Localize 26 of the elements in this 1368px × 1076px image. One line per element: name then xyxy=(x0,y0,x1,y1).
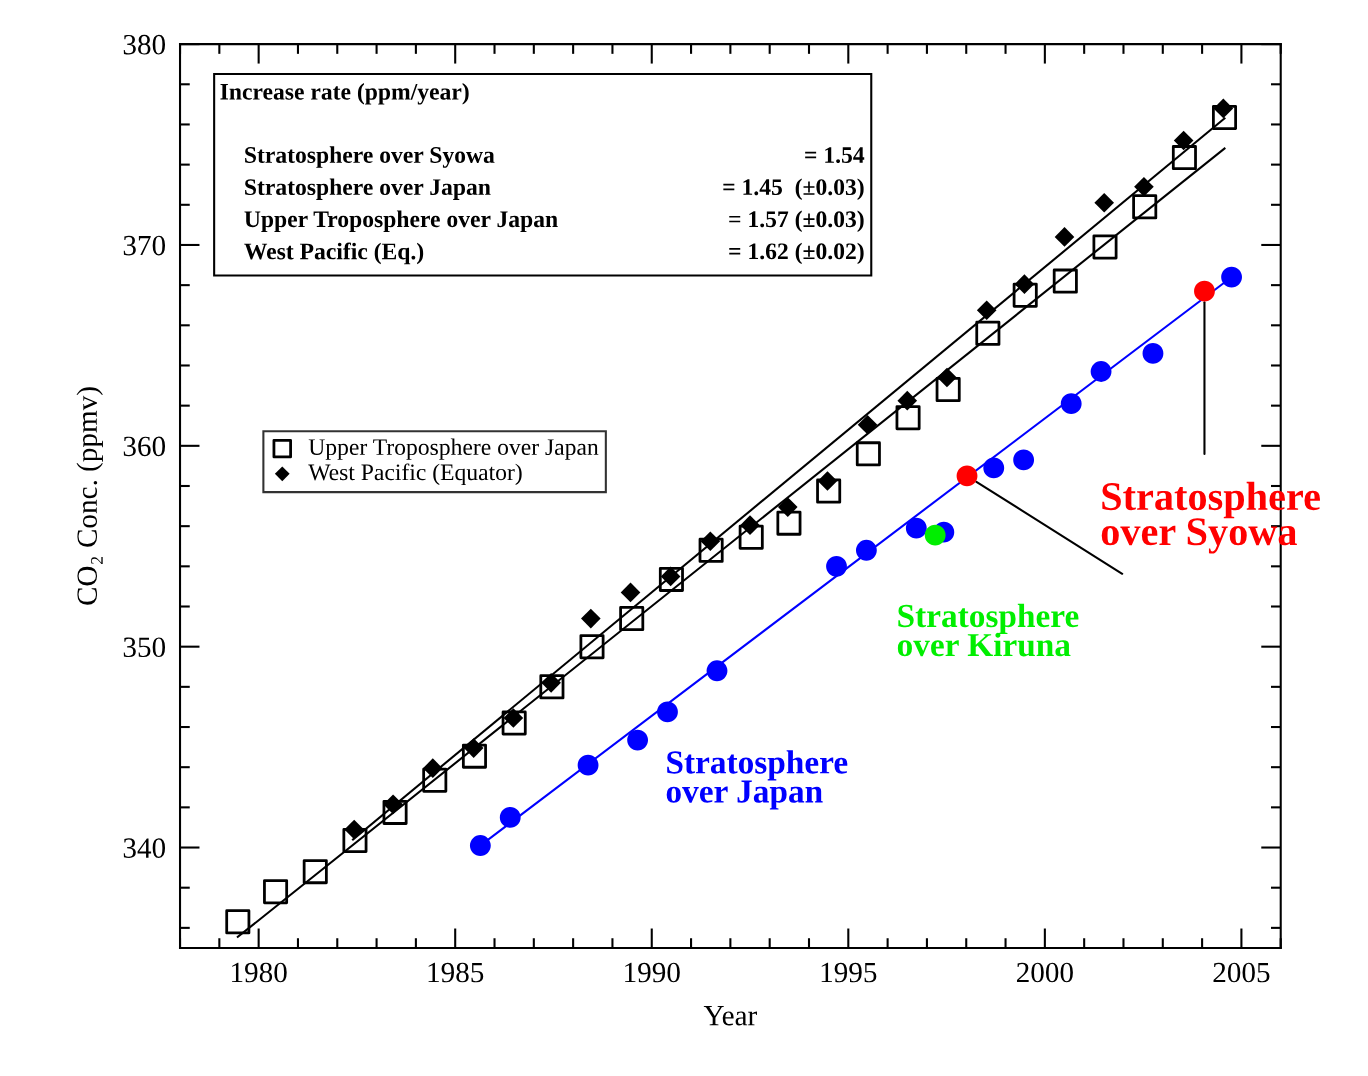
annotation: = 1.45 (±0.03) xyxy=(723,178,864,200)
annotation: = 1.62 (±0.02) xyxy=(729,242,864,265)
x-tick-label: 1980 xyxy=(232,962,287,983)
annotation: = 1.54 xyxy=(805,147,865,164)
y-tick-label: 360 xyxy=(123,436,166,457)
x-tick-label: 2005 xyxy=(1213,962,1270,983)
annotation: = 1.57 (±0.03) xyxy=(729,210,864,232)
x-tick-label: 2000 xyxy=(1016,962,1073,983)
series-label: Stratosphere over Japan xyxy=(666,750,848,810)
legend-label: West Pacific (Equator) xyxy=(308,463,522,486)
x-axis-title: Year xyxy=(703,1006,757,1026)
annotation: Upper Troposphere over Japan xyxy=(244,210,558,232)
annotation: Stratosphere over Japan xyxy=(245,178,491,200)
annotation: West Pacific (Eq.) xyxy=(244,242,424,265)
x-tick-label: 1985 xyxy=(428,962,484,983)
y-tick-label: 350 xyxy=(123,637,166,658)
y-tick-label: 340 xyxy=(123,838,166,858)
y-tick-label: 370 xyxy=(123,235,166,256)
x-tick-label: 1995 xyxy=(821,962,877,983)
annotation: Increase rate (ppm/year) xyxy=(220,83,469,105)
x-tick-label: 1990 xyxy=(625,962,680,983)
y-axis-title: CO₂ Conc. (ppmv) xyxy=(76,387,103,605)
text: Stratosphere over Kiruna xyxy=(897,603,1079,657)
y-tick-label: 380 xyxy=(123,34,166,55)
legend-label: Upper Troposphere over Japan xyxy=(308,438,599,460)
annotation: Stratosphere over Syowa xyxy=(245,146,495,168)
